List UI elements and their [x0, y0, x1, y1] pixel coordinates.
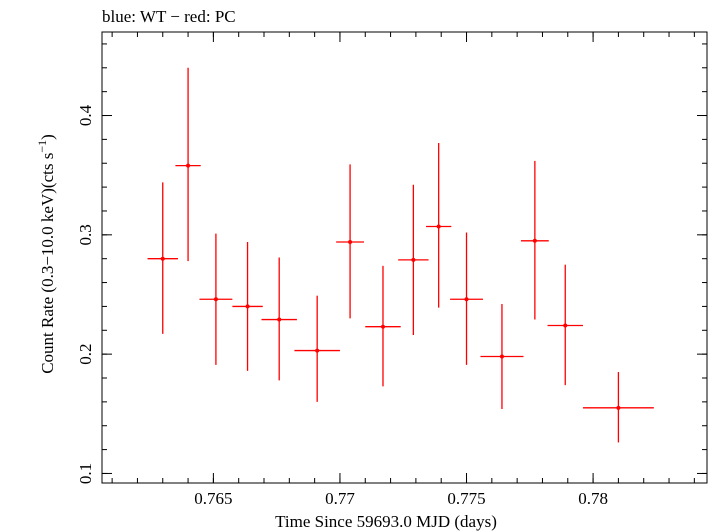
data-point — [426, 142, 452, 308]
y-tick-label: 0.3 — [76, 224, 95, 245]
data-point — [199, 233, 233, 365]
data-marker — [499, 354, 504, 359]
data-point — [232, 241, 263, 371]
data-point — [520, 160, 549, 320]
x-tick-label: 0.765 — [194, 489, 232, 508]
data-marker — [315, 348, 320, 353]
data-marker — [213, 297, 218, 302]
y-axis-label: Count Rate (0.3−10.0 keV)(cts s−1) — [35, 134, 57, 374]
y-axis-label-end: ) — [38, 134, 57, 140]
data-marker — [532, 238, 537, 243]
x-axis-label: Time Since 59693.0 MJD (days) — [275, 512, 497, 531]
data-point — [547, 264, 583, 386]
chart-title: blue: WT − red: PC — [102, 7, 236, 26]
data-marker — [245, 304, 250, 309]
data-point — [365, 265, 401, 387]
data-point — [336, 164, 364, 319]
y-axis-label-main: Count Rate (0.3−10.0 keV)(cts s — [38, 153, 57, 374]
x-tick-label: 0.77 — [325, 489, 355, 508]
y-tick-label: 0.4 — [76, 104, 95, 126]
data-marker — [616, 405, 621, 410]
data-point — [398, 184, 429, 336]
x-axis-ticks — [111, 32, 695, 483]
y-tick-label: 0.1 — [76, 463, 95, 484]
data-point — [480, 304, 524, 410]
data-marker — [411, 257, 416, 262]
data-point — [147, 182, 178, 334]
y-axis-ticks — [102, 43, 707, 474]
data-marker — [436, 224, 441, 229]
data-point — [175, 67, 201, 262]
x-axis-tick-labels: 0.765 0.77 0.775 0.78 — [194, 489, 608, 508]
x-tick-label: 0.78 — [578, 489, 608, 508]
y-axis-tick-labels: 0.1 0.2 0.3 0.4 — [76, 104, 95, 484]
data-series — [147, 67, 654, 443]
data-marker — [186, 163, 191, 168]
data-marker — [160, 256, 165, 261]
y-axis-label-sup: −1 — [35, 140, 49, 153]
y-tick-label: 0.2 — [76, 344, 95, 365]
plot-frame — [101, 31, 708, 484]
x-tick-label: 0.775 — [447, 489, 485, 508]
data-point — [261, 257, 297, 381]
data-marker — [464, 297, 469, 302]
data-marker — [380, 324, 385, 329]
data-point — [582, 372, 654, 443]
data-point — [294, 295, 340, 402]
data-marker — [277, 317, 282, 322]
data-marker — [348, 239, 353, 244]
data-point — [450, 232, 483, 365]
data-marker — [563, 323, 568, 328]
